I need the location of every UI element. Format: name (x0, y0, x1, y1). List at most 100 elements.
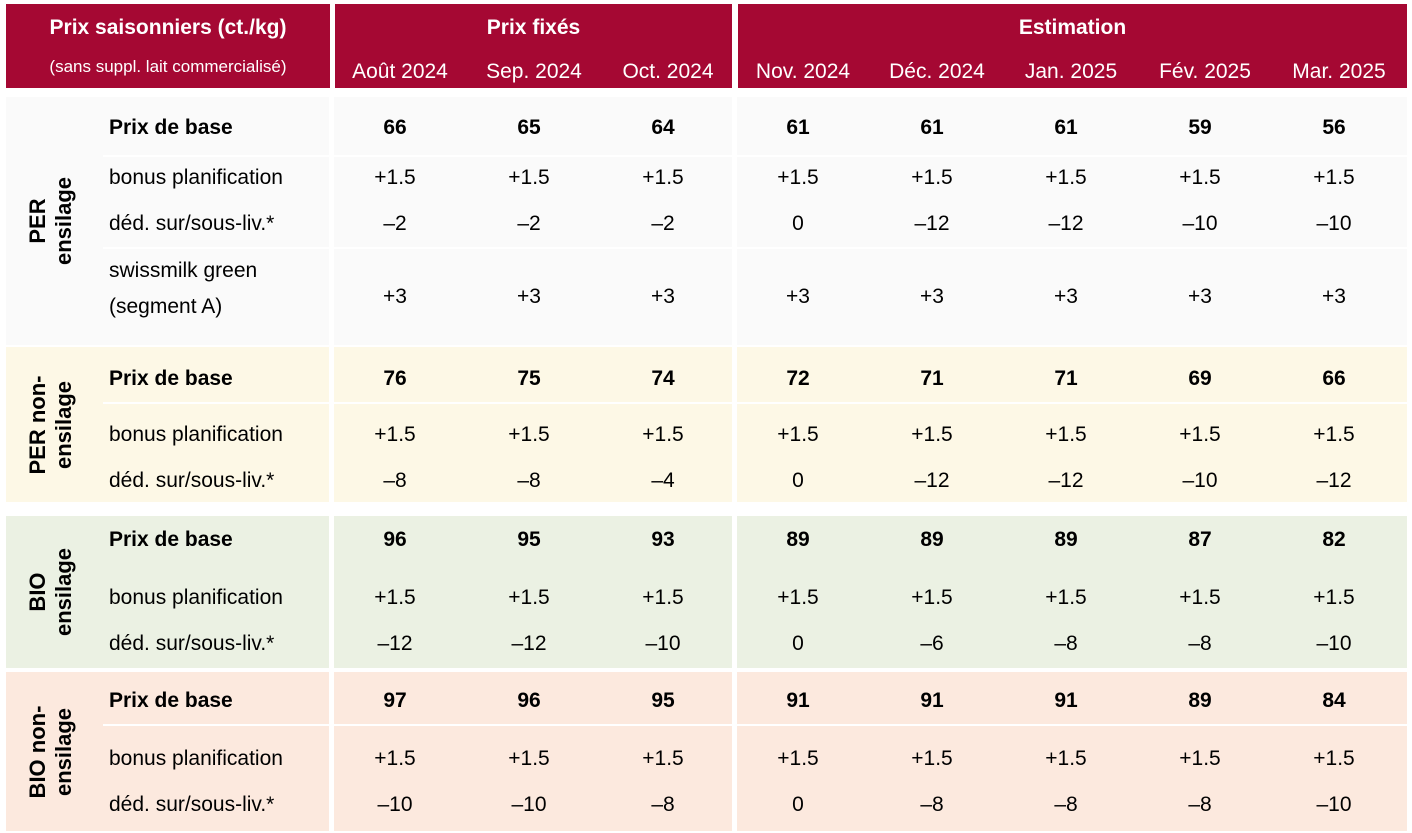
value-cell: +1.5 (1045, 747, 1087, 770)
value-cell: 69 (1188, 367, 1212, 390)
row-label: Prix de base (109, 528, 233, 551)
value-cell: +1.5 (1045, 166, 1087, 189)
value-cell: 89 (1054, 528, 1078, 551)
price-group: BIO ensilage Prix de base 96 95 93 89 89 89 87 82 b… (6, 516, 1407, 668)
value-cell: +3 (517, 285, 541, 308)
value-cell: +1.5 (508, 166, 550, 189)
value-cell: +1.5 (1313, 166, 1355, 189)
value-cell: –10 (377, 793, 413, 816)
value-cell: 59 (1188, 116, 1212, 139)
fixed-prices-heading: Prix fixés (486, 16, 581, 39)
value-cell: +1.5 (1179, 586, 1221, 609)
value-cell: 91 (786, 689, 810, 712)
value-cell: –12 (914, 469, 950, 492)
value-cell: –12 (914, 212, 950, 235)
value-cell: +1.5 (508, 423, 550, 446)
value-cell: –12 (1316, 469, 1352, 492)
row-label-line: swissmilk green (109, 259, 258, 282)
table-row: Prix de base 97 96 95 91 91 91 89 84 (6, 683, 1407, 719)
table-row: déd. sur/sous-liv.* –10 –10 –8 0 –8 –8 –8 –10 (6, 787, 1407, 823)
table-row: bonus planification +1.5 +1.5 +1.5 +1.5 +1.5 +… (6, 160, 1407, 196)
header-title-cell: Prix saisonniers (ct./kg) (sans suppl. l… (6, 4, 330, 88)
value-cell: +1.5 (1179, 747, 1221, 770)
value-cell: –8 (651, 793, 675, 816)
value-cell: 61 (920, 116, 944, 139)
table-title: Prix saisonniers (ct./kg) (49, 16, 287, 39)
month-header: Sep. 2024 (486, 60, 582, 83)
value-cell: –12 (1048, 469, 1084, 492)
value-cell: –10 (1316, 793, 1352, 816)
price-group: BIO non-ensilage Prix de base 97 96 95 91 91 91… (6, 672, 1407, 831)
value-cell: 64 (651, 116, 675, 139)
table-row: déd. sur/sous-liv.* –8 –8 –4 0 –12 –12 –10 –12 (6, 463, 1407, 499)
value-cell: +1.5 (642, 586, 684, 609)
estimate-heading: Estimation (1018, 16, 1127, 39)
value-cell: –12 (377, 632, 413, 655)
row-label: déd. sur/sous-liv.* (109, 469, 275, 492)
row-label-line: (segment A) (109, 295, 223, 318)
month-header: Mar. 2025 (1292, 60, 1386, 83)
month-header: Fév. 2025 (1159, 60, 1251, 83)
row-label: bonus planification (109, 747, 283, 770)
table-subtitle: (sans suppl. lait commercialisé) (49, 57, 287, 76)
month-header: Nov. 2024 (755, 60, 851, 83)
value-cell: +1.5 (508, 747, 550, 770)
value-cell: –12 (511, 632, 547, 655)
table-row: bonus planification +1.5 +1.5 +1.5 +1.5 +1.5 +… (6, 417, 1407, 453)
month-header: Août 2024 (352, 60, 448, 83)
value-cell: 89 (1188, 689, 1212, 712)
value-cell: +1.5 (1313, 423, 1355, 446)
value-cell: +3 (651, 285, 675, 308)
value-cell: –10 (645, 632, 681, 655)
month-header: Jan. 2025 (1024, 60, 1118, 83)
price-group: PER non-ensilage Prix de base 76 75 74 72 71 71… (6, 347, 1407, 502)
value-cell: 91 (920, 689, 944, 712)
table-row: Prix de base 76 75 74 72 71 71 69 66 (6, 361, 1407, 397)
value-cell: 61 (786, 116, 810, 139)
value-cell: –8 (383, 469, 407, 492)
value-cell: 96 (383, 528, 407, 551)
row-label: bonus planification (109, 423, 283, 446)
value-cell: –10 (1182, 469, 1218, 492)
row-divider (103, 402, 1407, 404)
value-cell: +1.5 (777, 586, 819, 609)
value-cell: –8 (1054, 632, 1078, 655)
column-divider (329, 516, 334, 668)
row-divider (103, 724, 1407, 726)
row-label: déd. sur/sous-liv.* (109, 793, 275, 816)
value-cell: +1.5 (1045, 586, 1087, 609)
value-cell: 74 (651, 367, 675, 390)
column-divider (732, 97, 737, 345)
value-cell: 82 (1322, 528, 1346, 551)
value-cell: 56 (1322, 116, 1346, 139)
column-divider (732, 516, 737, 668)
value-cell: –2 (383, 212, 407, 235)
value-cell: –10 (1316, 212, 1352, 235)
row-label: bonus planification (109, 586, 283, 609)
table-row: déd. sur/sous-liv.* –12 –12 –10 0 –6 –8 –8 –10 (6, 626, 1407, 662)
value-cell: +1.5 (1179, 166, 1221, 189)
value-cell: 0 (792, 212, 804, 235)
month-header: Oct. 2024 (622, 60, 714, 83)
value-cell: +3 (1322, 285, 1346, 308)
value-cell: –6 (920, 632, 944, 655)
row-label: Prix de base (109, 116, 233, 139)
column-divider (732, 347, 737, 502)
value-cell: 93 (651, 528, 675, 551)
value-cell: –4 (651, 469, 675, 492)
value-cell: 72 (786, 367, 810, 390)
value-cell: +3 (920, 285, 944, 308)
value-cell: 71 (920, 367, 944, 390)
value-cell: –2 (517, 212, 541, 235)
value-cell: 84 (1322, 689, 1346, 712)
value-cell: +3 (1188, 285, 1212, 308)
price-group: PER ensilage Prix de base 66 65 64 61 61 61 59 56 b… (6, 97, 1407, 345)
row-label: Prix de base (109, 367, 233, 390)
value-cell: –10 (1316, 632, 1352, 655)
value-cell: 91 (1054, 689, 1078, 712)
row-label: Prix de base (109, 689, 233, 712)
value-cell: +1.5 (642, 423, 684, 446)
row-label: bonus planification (109, 166, 283, 189)
value-cell: –8 (1054, 793, 1078, 816)
